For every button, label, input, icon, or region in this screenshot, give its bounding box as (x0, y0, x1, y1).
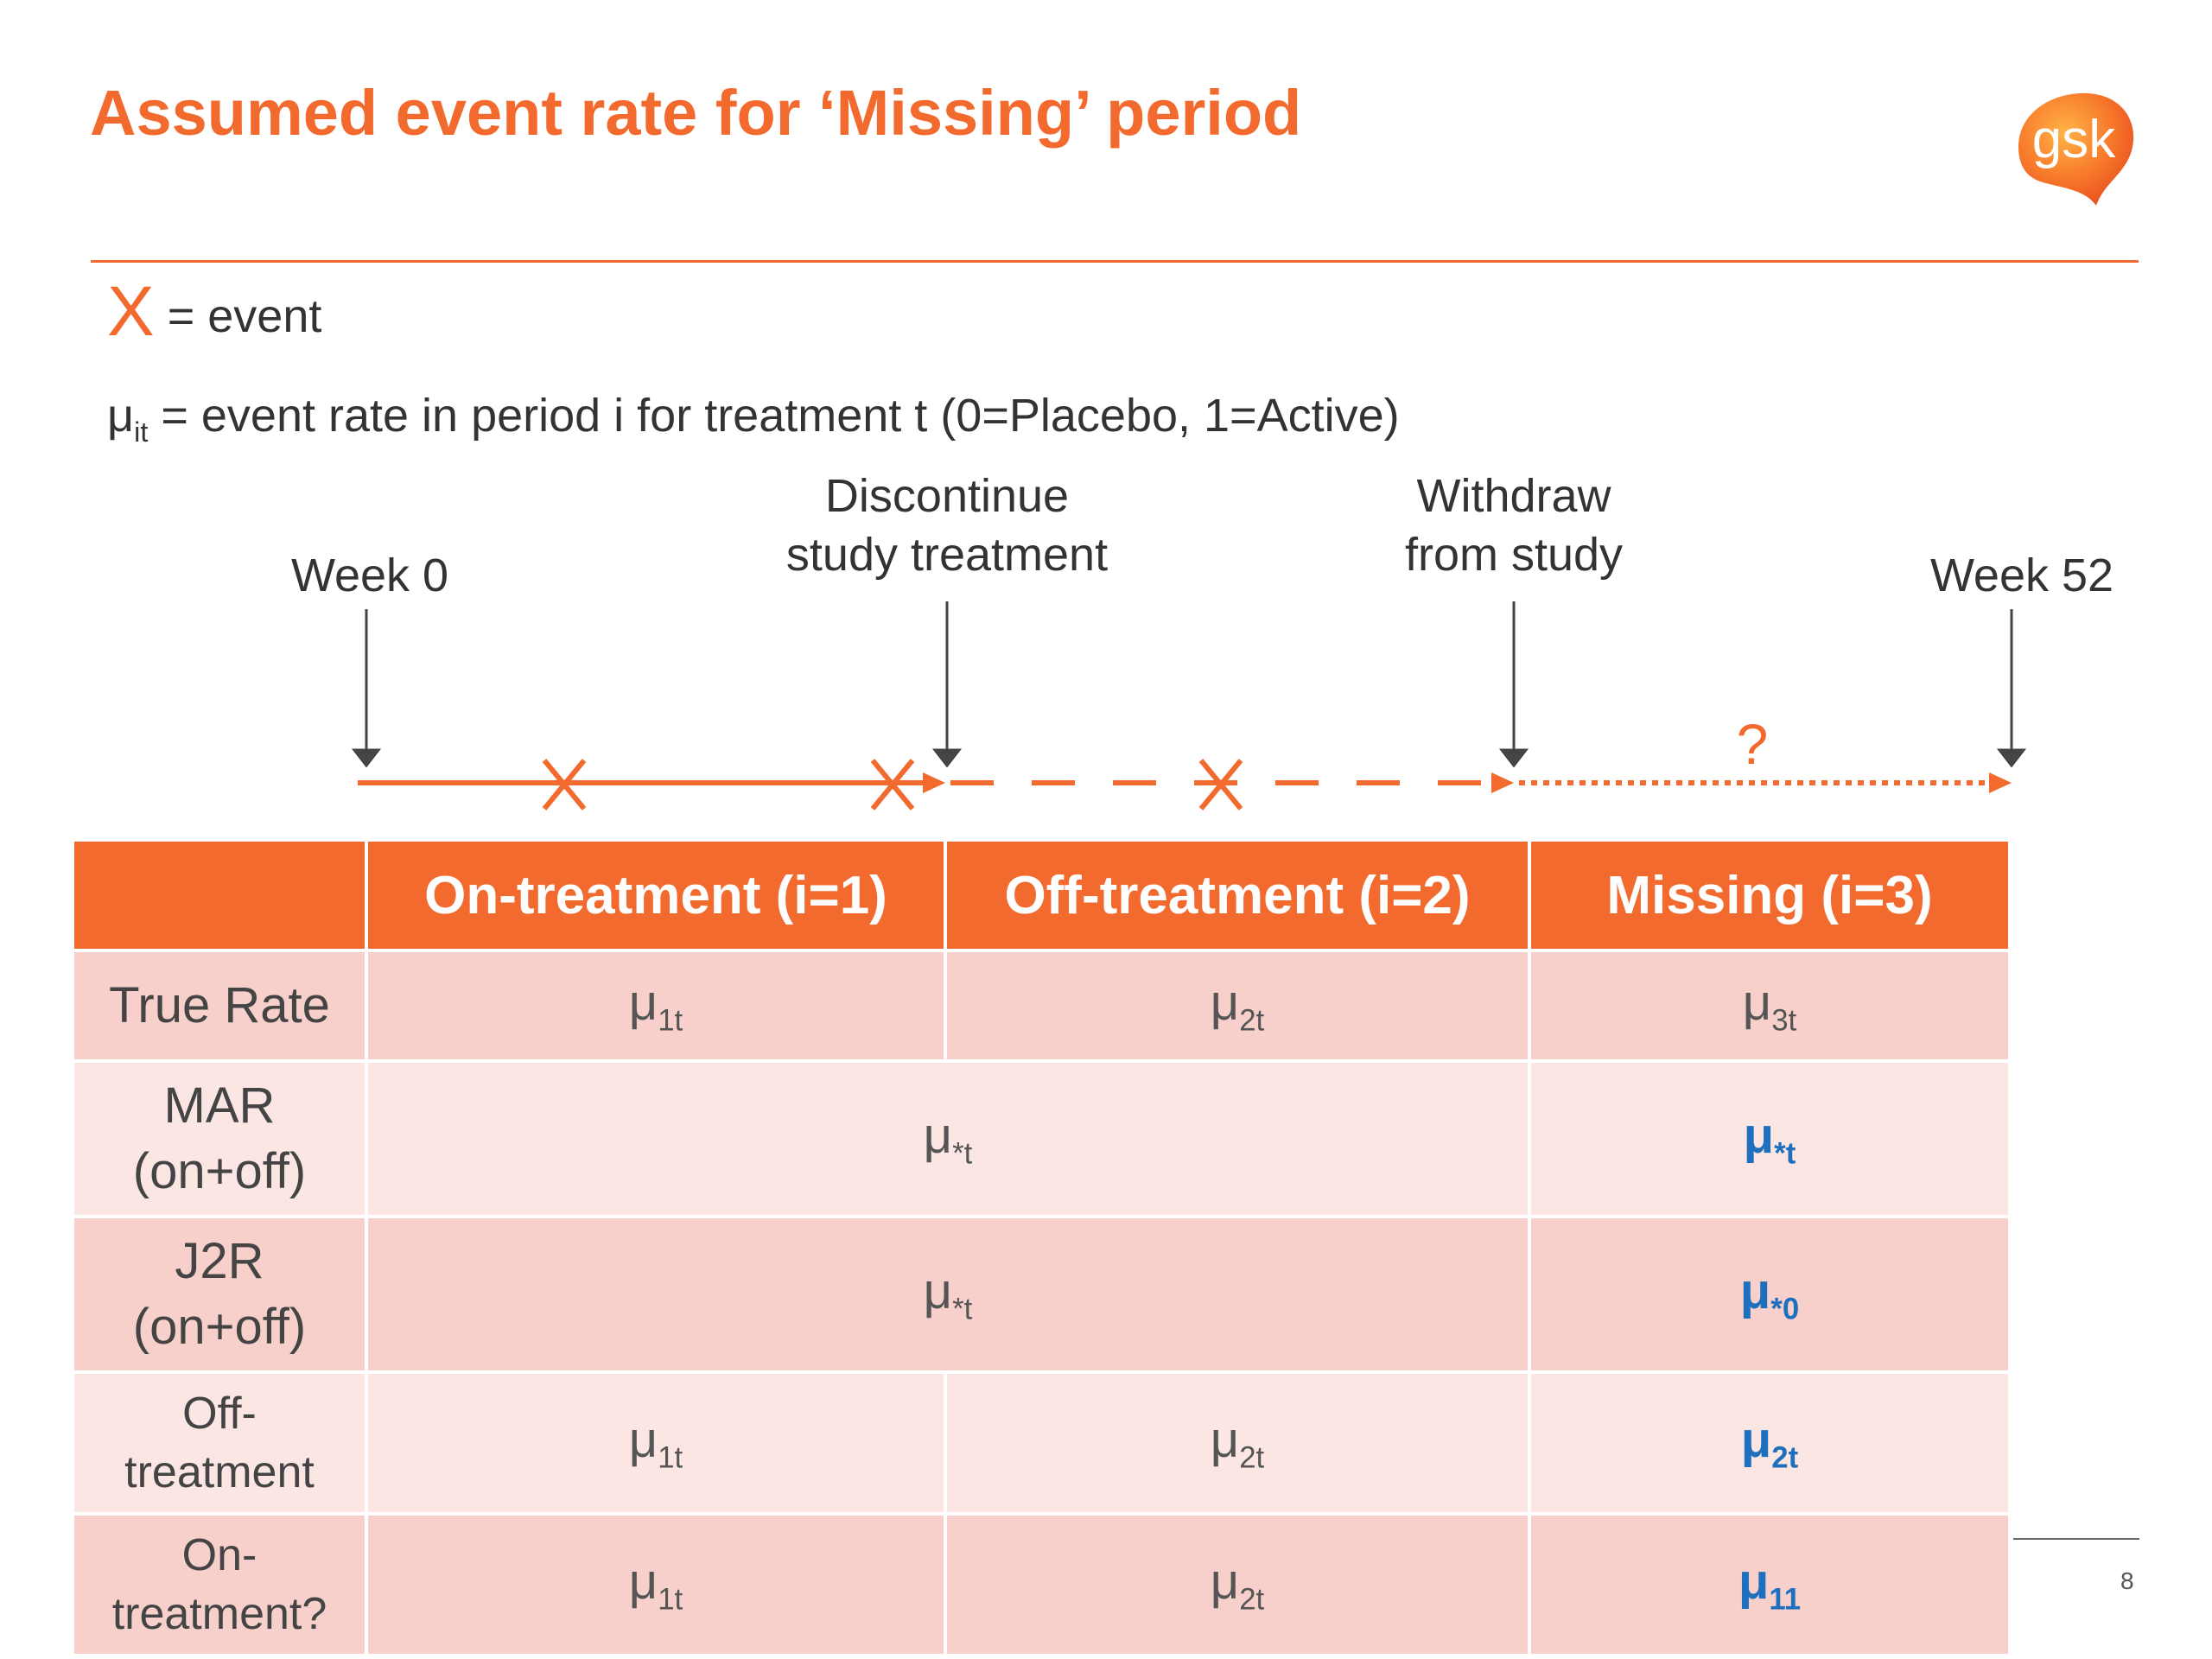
header-missing: Missing (i=3) (1528, 838, 2012, 952)
cell-true-rate-on: μ1t (365, 949, 947, 1063)
legend-event: X = event (107, 276, 321, 347)
row-mar: MAR (on+off) μ*t μ*t (71, 1059, 2012, 1218)
svg-text:gsk: gsk (2032, 110, 2116, 169)
header-on-treatment: On-treatment (i=1) (365, 838, 947, 952)
row-label-true-rate: True Rate (71, 949, 368, 1063)
legend-event-text: = event (167, 290, 322, 342)
rate-assumption-table: On-treatment (i=1) Off-treatment (i=2) M… (71, 838, 2012, 1657)
discontinue-arrow (931, 601, 963, 768)
event-x-icon: X (107, 272, 155, 351)
cell-mar-missing: μ*t (1528, 1059, 2012, 1218)
event-x-icon (1198, 759, 1243, 810)
gsk-logo: gsk (2018, 92, 2134, 206)
cell-true-rate-off: μ2t (944, 949, 1531, 1063)
row-label-j2r: J2R (on+off) (71, 1215, 368, 1374)
cell-off-on: μ1t (365, 1370, 947, 1516)
legend-rate-symbol: μit (107, 390, 149, 448)
cell-on-on: μ1t (365, 1512, 947, 1657)
table-header-row: On-treatment (i=1) Off-treatment (i=2) M… (71, 838, 2012, 952)
header-blank (71, 838, 368, 952)
row-on-treatment: On-treatment? μ1t μ2t μ11 (71, 1512, 2012, 1657)
cell-off-missing: μ2t (1528, 1370, 2012, 1516)
discontinue-label: Discontinue study treatment (785, 470, 1109, 581)
week0-arrow (351, 609, 382, 768)
header-off-treatment: Off-treatment (i=2) (944, 838, 1531, 952)
page-number: 8 (2120, 1567, 2134, 1594)
legend-rate-text: = event rate in period i for treatment t… (161, 390, 1400, 442)
on-treatment-arrowhead (923, 772, 945, 793)
cell-mar-on-off: μ*t (365, 1059, 1531, 1218)
cell-j2r-missing: μ*0 (1528, 1215, 2012, 1374)
event-x-icon (870, 759, 915, 810)
cell-on-off: μ2t (944, 1512, 1531, 1657)
legend-rate: μit = event rate in period i for treatme… (107, 389, 1400, 448)
row-label-on-treatment: On-treatment? (71, 1512, 368, 1657)
week52-arrow (1996, 609, 2027, 768)
footer-divider (2013, 1538, 2139, 1540)
title-divider (91, 260, 2139, 263)
timeline-diagram: ? (351, 601, 2027, 810)
event-x-icon (542, 759, 587, 810)
row-true-rate: True Rate μ1t μ2t μ3t (71, 949, 2012, 1063)
slide-title: Assumed event rate for ‘Missing’ period (90, 77, 1302, 149)
row-off-treatment: Off-treatment μ1t μ2t μ2t (71, 1370, 2012, 1516)
cell-off-off: μ2t (944, 1370, 1531, 1516)
withdraw-label: Withdraw from study (1404, 470, 1624, 581)
unknown-question-mark: ? (1737, 712, 1769, 776)
row-label-off-treatment: Off-treatment (71, 1370, 368, 1516)
week52-label: Week 52 (1929, 550, 2114, 601)
row-j2r: J2R (on+off) μ*t μ*0 (71, 1215, 2012, 1374)
row-label-mar: MAR (on+off) (71, 1059, 368, 1218)
withdraw-arrow (1498, 601, 1529, 768)
off-treatment-arrowhead (1491, 772, 1514, 793)
cell-on-missing: μ11 (1528, 1512, 2012, 1657)
cell-true-rate-missing: μ3t (1528, 949, 2012, 1063)
missing-arrowhead (1989, 772, 2012, 793)
cell-j2r-on-off: μ*t (365, 1215, 1531, 1374)
week0-label: Week 0 (290, 550, 449, 601)
